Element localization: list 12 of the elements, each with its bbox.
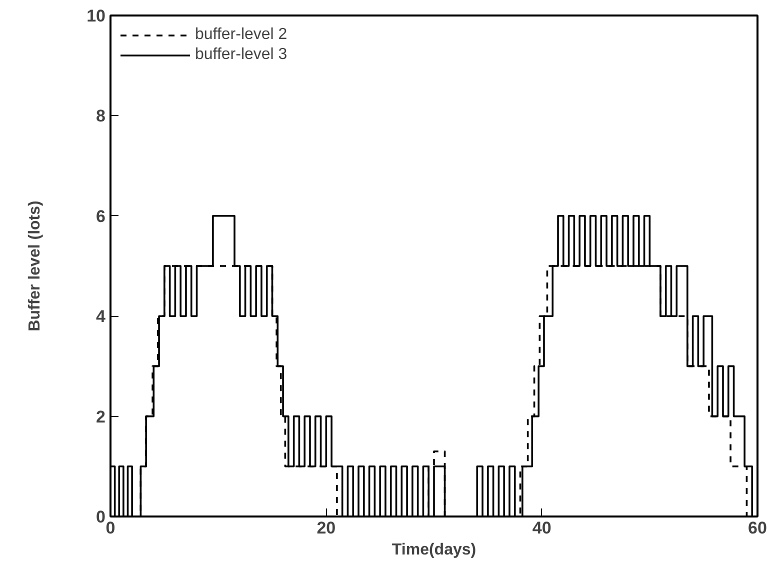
legend-label: buffer-level 2 [195,26,288,44]
y-tick-label: 4 [96,307,106,326]
y-tick-label: 8 [96,106,106,126]
x-axis-title: Time(days) [392,542,476,558]
y-tick-label: 10 [86,6,106,26]
x-tick-label: 20 [316,518,336,538]
x-tick-label: 40 [532,518,552,538]
y-tick-label: 2 [96,407,106,426]
x-tick-label: 60 [748,518,767,538]
y-axis-title: Buffer level (lots) [26,200,44,332]
legend-label: buffer-level 3 [195,46,288,64]
y-tick-label: 6 [96,206,106,226]
